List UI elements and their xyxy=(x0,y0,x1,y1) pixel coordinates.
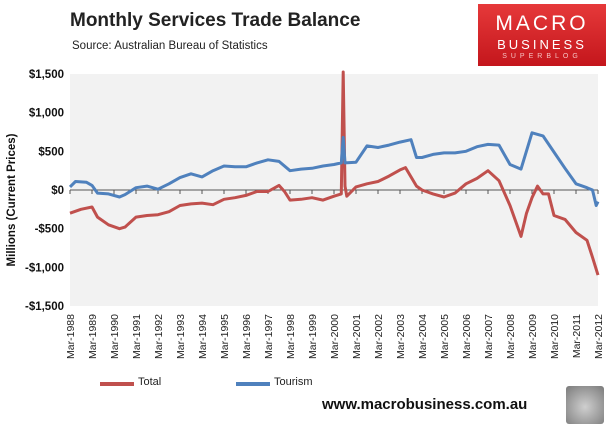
x-tick-label: Mar-2008 xyxy=(505,314,517,359)
y-tick-label: $1,000 xyxy=(29,108,64,120)
x-tick-label: Mar-2006 xyxy=(461,314,473,359)
chart-source: Source: Australian Bureau of Statistics xyxy=(72,40,268,52)
logo-text-superblog: SUPERBLOG xyxy=(502,53,582,60)
series-line-tourism xyxy=(68,131,600,207)
x-tick-label: Mar-1994 xyxy=(197,314,209,359)
chart-title: Monthly Services Trade Balance xyxy=(70,10,361,31)
x-tick-label: Mar-2012 xyxy=(593,314,605,359)
x-tick-label: Mar-2000 xyxy=(329,314,341,359)
x-tick-label: Mar-1993 xyxy=(175,314,187,359)
x-tick-label: Mar-1990 xyxy=(109,314,121,359)
legend-swatch-tourism xyxy=(236,382,270,386)
legend-label-total: Total xyxy=(138,376,162,388)
x-tick-label: Mar-2002 xyxy=(373,314,385,359)
x-tick-label: Mar-2007 xyxy=(483,314,495,359)
x-tick-label: Mar-1995 xyxy=(219,314,231,359)
x-tick-label: Mar-1997 xyxy=(263,314,275,359)
x-tick-label: Mar-1988 xyxy=(65,314,77,359)
x-tick-label: Mar-1989 xyxy=(87,314,99,359)
website-url: www.macrobusiness.com.au xyxy=(322,396,528,413)
legend-label-tourism: Tourism xyxy=(274,376,313,388)
legend-swatch-total xyxy=(100,382,134,386)
y-tick-label: -$1,500 xyxy=(25,301,64,313)
x-tick-label: Mar-1999 xyxy=(307,314,319,359)
x-tick-label: Mar-2009 xyxy=(527,314,539,359)
x-tick-label: Mar-2010 xyxy=(549,314,561,359)
x-axis: Mar-1988 Mar-1989 Mar-1990 Mar-1991 Mar-1992… xyxy=(65,190,605,359)
x-tick-label: Mar-2005 xyxy=(439,314,451,359)
y-axis-label: Millions (Current Prices) xyxy=(6,133,18,266)
x-tick-label: Mar-2004 xyxy=(417,314,429,359)
x-tick-label: Mar-1991 xyxy=(131,314,143,359)
x-tick-label: Mar-2001 xyxy=(351,314,363,359)
series-line-total xyxy=(69,70,600,276)
x-tick-label: Mar-1996 xyxy=(241,314,253,359)
y-tick-label: -$1,000 xyxy=(25,262,64,274)
x-tick-label: Mar-2003 xyxy=(395,314,407,359)
x-tick-label: Mar-1998 xyxy=(285,314,297,359)
macrobusiness-logo: MACRO BUSINESS SUPERBLOG xyxy=(478,4,606,66)
x-tick-label: Mar-1992 xyxy=(153,314,165,359)
x-tick-label: Mar-2011 xyxy=(571,314,583,358)
y-tick-label: $1,500 xyxy=(29,69,64,81)
y-tick-label: -$500 xyxy=(35,224,64,236)
y-tick-label: $500 xyxy=(38,146,64,158)
y-axis: -$1,500 -$1,000 -$500 $0 $500 $1,000 $1,500 xyxy=(25,69,64,313)
logo-text-macro: MACRO xyxy=(495,12,589,35)
logo-text-business: BUSINESS xyxy=(497,37,587,52)
wolf-logo-icon xyxy=(566,386,604,424)
series-group xyxy=(68,70,600,276)
y-tick-label: $0 xyxy=(51,185,64,197)
